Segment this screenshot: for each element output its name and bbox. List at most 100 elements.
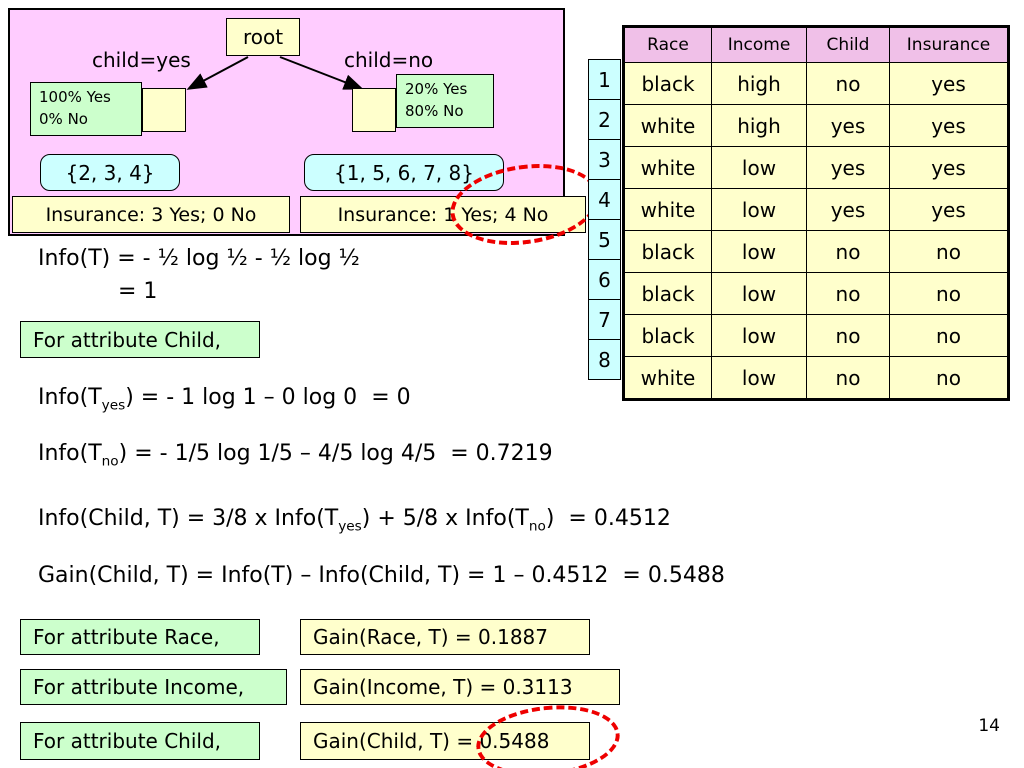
gain-income-box: Gain(Income, T) = 0.3113	[300, 669, 620, 705]
for-attribute-child-label: For attribute Child,	[20, 321, 260, 358]
row-number: 8	[588, 339, 621, 380]
formula-text: Info(T	[38, 441, 102, 466]
table-row: white low yes yes	[623, 146, 1009, 189]
formula-text: Gain(Child, T) = Info(T) – Info(Child, T…	[38, 563, 609, 588]
table-cell: yes	[889, 146, 1009, 189]
column-header-race: Race	[623, 26, 712, 63]
table-cell: high	[711, 62, 807, 105]
stats-line: 100% Yes	[39, 88, 111, 106]
row-number: 5	[588, 219, 621, 260]
page-number: 14	[978, 716, 1000, 736]
table-cell: yes	[889, 62, 1009, 105]
formula-result: = 0.4512	[568, 506, 671, 531]
record-set-child-no: {1, 5, 6, 7, 8}	[304, 154, 504, 191]
table-cell: black	[623, 272, 712, 315]
formula-text: Info(T	[38, 385, 102, 410]
formula-text: ) = - 1 log 1 – 0 log 0	[125, 385, 358, 410]
formula-info-child-t: Info(Child, T) = 3/8 x Info(Tyes) + 5/8 …	[38, 506, 671, 534]
stats-box-child-no: 20% Yes 80% No	[396, 74, 494, 128]
column-header-child: Child	[806, 26, 890, 63]
table-cell: no	[889, 356, 1009, 400]
formula-text: )	[545, 506, 555, 531]
branch-label-child-no: child=no	[344, 48, 434, 72]
table-cell: no	[806, 62, 890, 105]
data-table: Race Income Child Insurance black high n…	[622, 25, 1010, 401]
table-row: black low no no	[623, 272, 1009, 315]
stats-line: 20% Yes	[405, 80, 468, 98]
table-cell: low	[711, 356, 807, 400]
branch-label-child-yes: child=yes	[92, 48, 191, 72]
table-cell: black	[623, 314, 712, 357]
row-number: 6	[588, 259, 621, 300]
table-cell: no	[806, 230, 890, 273]
formula-text: ) = - 1/5 log 1/5 – 4/5 log 4/5	[118, 441, 437, 466]
tree-node-child-no	[352, 88, 396, 132]
stats-line: 0% No	[39, 109, 88, 128]
table-cell: no	[806, 356, 890, 400]
table-row: white low yes yes	[623, 188, 1009, 231]
table-cell: no	[889, 230, 1009, 273]
subscript: yes	[101, 397, 126, 414]
table-row: black low no no	[623, 314, 1009, 357]
table-cell: no	[806, 272, 890, 315]
table-cell: black	[623, 230, 712, 273]
row-number: 4	[588, 179, 621, 220]
row-number: 1	[588, 59, 621, 100]
table-cell: black	[623, 62, 712, 105]
insurance-summary-child-yes: Insurance: 3 Yes; 0 No	[12, 196, 290, 233]
tree-edges	[186, 56, 364, 90]
decision-tree-panel: root child=yes child=no 100% Yes 0% No 2…	[8, 8, 586, 236]
formula-info-t-yes: Info(Tyes) = - 1 log 1 – 0 log 0 = 0	[38, 385, 411, 413]
formula-gain-child-t: Gain(Child, T) = Info(T) – Info(Child, T…	[38, 563, 725, 588]
tree-node-child-yes	[142, 88, 186, 132]
table-cell: yes	[889, 104, 1009, 147]
insurance-summary-child-no: Insurance: 1 Yes; 4 No	[300, 196, 586, 233]
table-cell: no	[889, 314, 1009, 357]
table-cell: low	[711, 272, 807, 315]
subscript: no	[101, 453, 119, 470]
tree-edge-right	[279, 56, 364, 90]
table-cell: low	[711, 146, 807, 189]
formula-text: Info(Child, T) = 3/8 x Info(T	[38, 506, 339, 531]
record-set-child-yes: {2, 3, 4}	[40, 154, 180, 191]
table-cell: yes	[806, 146, 890, 189]
stats-box-child-yes: 100% Yes 0% No	[30, 82, 142, 136]
subscript: no	[528, 518, 546, 535]
subscript: yes	[338, 518, 362, 535]
formula-result: = 0.7219	[450, 441, 553, 466]
table-cell: yes	[806, 104, 890, 147]
table-cell: white	[623, 188, 712, 231]
table-cell: white	[623, 104, 712, 147]
table-cell: white	[623, 146, 712, 189]
formula-text: ) + 5/8 x Info(T	[361, 506, 529, 531]
for-attribute-income-label: For attribute Income,	[20, 669, 287, 705]
gain-child-box: Gain(Child, T) = 0.5488	[300, 722, 590, 760]
row-number: 3	[588, 139, 621, 180]
formula-info-t-result: = 1	[118, 279, 158, 304]
table-cell: low	[711, 314, 807, 357]
table-cell: white	[623, 356, 712, 400]
formula-info-t: Info(T) = - ½ log ½ - ½ log ½	[38, 246, 360, 271]
table-cell: low	[711, 188, 807, 231]
table-cell: yes	[806, 188, 890, 231]
table-cell: yes	[889, 188, 1009, 231]
formula-result: = 0.5488	[622, 563, 725, 588]
for-attribute-race-label: For attribute Race,	[20, 619, 260, 655]
table-cell: no	[806, 314, 890, 357]
table-header-row: Race Income Child Insurance	[623, 26, 1009, 63]
table-cell: low	[711, 230, 807, 273]
table-row: white high yes yes	[623, 104, 1009, 147]
table-row: white low no no	[623, 356, 1009, 400]
column-header-insurance: Insurance	[889, 26, 1009, 63]
table-cell: no	[889, 272, 1009, 315]
column-header-income: Income	[711, 26, 807, 63]
tree-root-node: root	[226, 18, 300, 56]
tree-edge-left	[186, 56, 249, 90]
row-number: 2	[588, 99, 621, 140]
table-row-numbers: 1 2 3 4 5 6 7 8	[588, 59, 621, 380]
row-number: 7	[588, 299, 621, 340]
for-attribute-child-label-2: For attribute Child,	[20, 722, 260, 760]
formula-info-t-no: Info(Tno) = - 1/5 log 1/5 – 4/5 log 4/5 =…	[38, 441, 553, 469]
table-row: black low no no	[623, 230, 1009, 273]
